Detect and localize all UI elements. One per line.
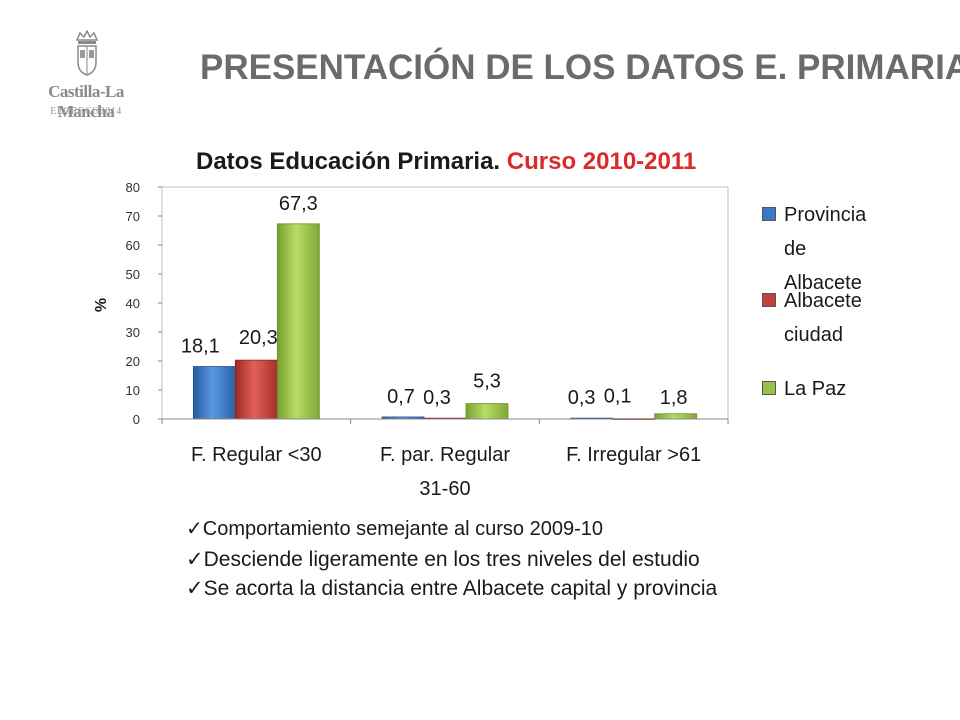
x-tick-label: F. Regular <30 xyxy=(191,444,322,466)
data-label: 20,3 xyxy=(239,327,278,349)
bar-lapaz xyxy=(654,413,698,420)
bullet-item: ✓Desciende ligeramente en los tres nivel… xyxy=(186,548,700,571)
logo-subtitle: ELGRECO2014 xyxy=(50,106,122,117)
data-label: 0,1 xyxy=(604,386,632,408)
chart-title-accent: Curso 2010-2011 xyxy=(506,148,697,175)
x-tick-label: F. Irregular >61 xyxy=(566,444,701,466)
checkmark-icon: ✓ xyxy=(186,577,204,600)
y-tick-label: 60 xyxy=(126,238,140,253)
coat-of-arms-icon xyxy=(75,30,99,76)
bullet-item: ✓Se acorta la distancia entre Albacete c… xyxy=(186,577,718,600)
legend-label-albacete: Albacete ciudad xyxy=(784,290,862,346)
y-axis-label: % xyxy=(93,298,110,312)
checkmark-icon: ✓ xyxy=(186,518,203,540)
chart-title: Datos Educación Primaria. Curso 2010-201… xyxy=(196,148,696,176)
legend-label-provincia: Provincia de Albacete xyxy=(784,204,867,294)
legend-label-lapaz: La Paz xyxy=(784,378,847,400)
y-tick-label: 80 xyxy=(126,180,140,195)
y-tick-label: 10 xyxy=(126,383,140,398)
y-tick-label: 0 xyxy=(133,412,140,427)
y-tick-label: 20 xyxy=(126,354,140,369)
legend-swatch-provincia xyxy=(762,207,776,221)
bullet-item: ✓Comportamiento semejante al curso 2009-… xyxy=(186,518,603,540)
data-label: 0,3 xyxy=(423,387,451,409)
chart-title-main: Datos Educación Primaria. xyxy=(196,148,501,175)
logo-name: Castilla-La Mancha xyxy=(48,82,124,121)
data-label: 5,3 xyxy=(473,371,501,393)
checkmark-icon: ✓ xyxy=(186,548,204,571)
y-tick-label: 70 xyxy=(126,209,140,224)
legend-swatch-albacete xyxy=(762,293,776,307)
data-label: 67,3 xyxy=(279,193,318,215)
y-tick-label: 50 xyxy=(126,267,140,282)
bar-lapaz xyxy=(465,403,509,420)
castilla-la-mancha-logo: Castilla-La Mancha ELGRECO2014 xyxy=(22,30,150,130)
data-label: 0,7 xyxy=(387,386,415,408)
data-label: 0,3 xyxy=(568,387,596,409)
bar-lapaz xyxy=(276,223,320,420)
data-label: 18,1 xyxy=(181,336,220,358)
y-tick-label: 30 xyxy=(126,325,140,340)
bullet-list: ✓Comportamiento semejante al curso 2009-… xyxy=(186,516,717,605)
y-tick-label: 40 xyxy=(126,296,140,311)
bar-albacete xyxy=(234,359,278,420)
legend-swatch-lapaz xyxy=(762,381,776,395)
x-tick-label: F. par. Regular 31-60 xyxy=(380,444,510,500)
data-label: 1,8 xyxy=(660,387,688,409)
page-title: PRESENTACIÓN DE LOS DATOS E. PRIMARIA xyxy=(200,48,960,87)
bar-provincia xyxy=(192,366,236,420)
